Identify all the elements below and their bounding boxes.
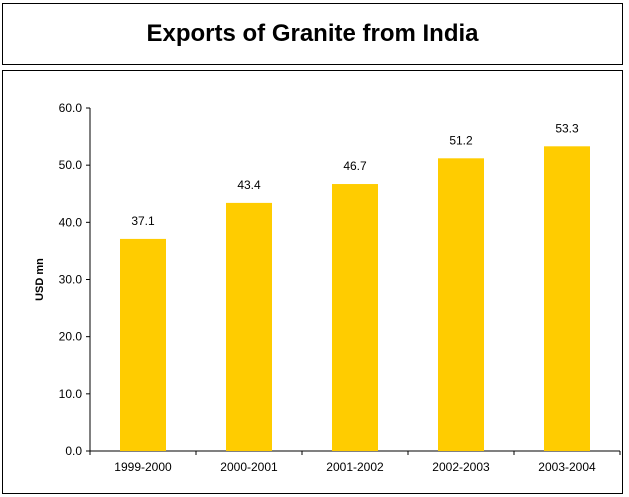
data-label: 51.2 xyxy=(449,133,473,147)
y-tick-label: 60.0 xyxy=(59,101,83,115)
bar xyxy=(120,238,166,451)
bar xyxy=(226,202,272,451)
x-tick-label: 2002-2003 xyxy=(432,460,490,474)
x-tick-label: 2000-2001 xyxy=(220,460,278,474)
bar xyxy=(438,158,484,451)
y-axis-title: USD mn xyxy=(34,258,46,301)
chart-title: Exports of Granite from India xyxy=(146,20,479,47)
y-tick-label: 10.0 xyxy=(59,387,83,401)
chart-panel: 0.0 10.0 20.0 30.0 40.0 50.0 60.0 USD mn 37.1 199… xyxy=(2,70,623,494)
data-label: 53.3 xyxy=(555,121,579,135)
y-tick-label: 50.0 xyxy=(59,158,83,172)
y-tick-label: 40.0 xyxy=(59,215,83,229)
x-tick-label: 1999-2000 xyxy=(114,460,172,474)
data-label: 43.4 xyxy=(237,178,261,192)
bar-chart: 0.0 10.0 20.0 30.0 40.0 50.0 60.0 USD mn 37.1 199… xyxy=(34,101,621,474)
data-label: 37.1 xyxy=(131,214,155,228)
bar xyxy=(332,184,378,451)
data-label: 46.7 xyxy=(343,159,367,173)
x-tick-label: 2003-2004 xyxy=(538,460,596,474)
title-box: Exports of Granite from India xyxy=(2,3,623,65)
bar xyxy=(544,146,590,451)
y-tick-label: 30.0 xyxy=(59,273,83,287)
y-tick-label: 20.0 xyxy=(59,330,83,344)
y-tick-label: 0.0 xyxy=(65,444,82,458)
x-tick-label: 2001-2002 xyxy=(326,460,384,474)
